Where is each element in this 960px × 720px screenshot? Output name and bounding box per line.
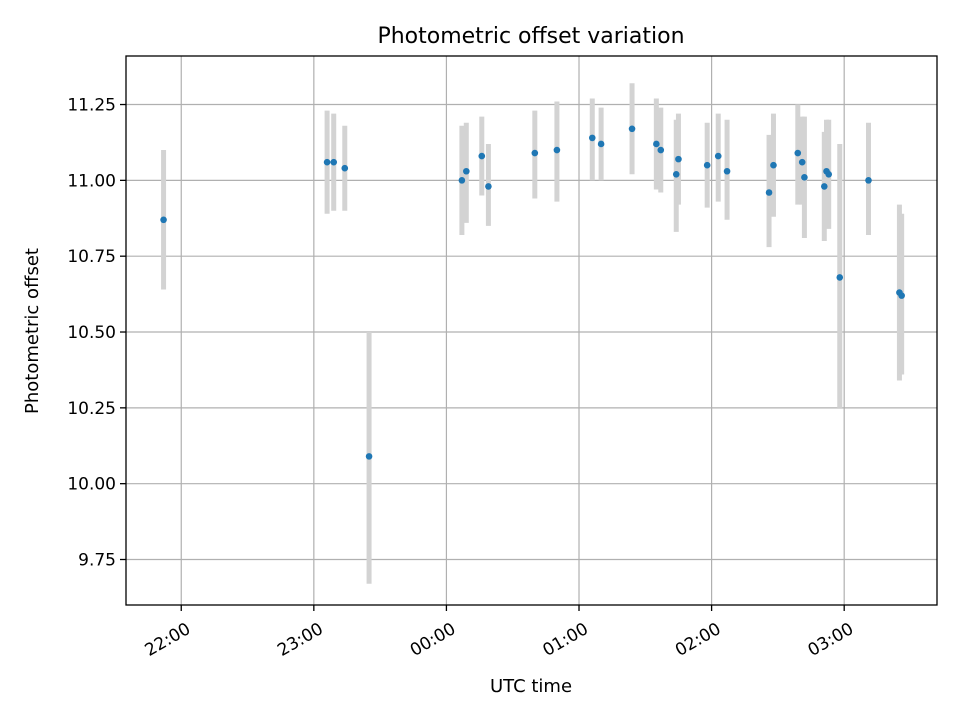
data-point — [798, 158, 806, 166]
x-axis-label: UTC time — [490, 676, 572, 697]
y-tick-label: 10.25 — [67, 399, 116, 419]
data-point — [330, 158, 338, 166]
data-point — [836, 274, 844, 281]
x-tick-label: 03:00 — [805, 619, 857, 661]
y-tick-label: 11.25 — [67, 96, 116, 116]
x-tick-label: 00:00 — [407, 619, 459, 661]
chart-title: Photometric offset variation — [377, 24, 684, 49]
data-point — [657, 146, 665, 154]
data-point — [714, 152, 722, 160]
x-tick-label: 23:00 — [274, 619, 326, 661]
data-point — [597, 140, 605, 148]
data-point — [553, 146, 561, 154]
x-tick-label: 01:00 — [539, 619, 591, 661]
data-point — [160, 216, 167, 224]
errorbar-layer — [161, 83, 905, 584]
data-point — [820, 183, 828, 190]
point-layer — [160, 125, 905, 460]
y-axis-label: Photometric offset — [22, 248, 43, 414]
data-point — [801, 174, 808, 181]
data-point — [672, 170, 680, 178]
data-point — [478, 152, 486, 160]
y-tick-label: 10.75 — [67, 247, 116, 267]
grid-layer — [126, 56, 937, 605]
data-point — [323, 158, 331, 166]
y-tick-label: 10.00 — [67, 475, 116, 495]
y-tick-label: 11.00 — [67, 171, 116, 191]
data-point — [703, 161, 711, 169]
data-point — [485, 183, 492, 190]
data-point — [531, 149, 539, 157]
data-point — [365, 453, 373, 460]
data-point — [628, 125, 636, 133]
data-point — [898, 292, 905, 299]
data-point — [463, 167, 470, 175]
data-point — [765, 189, 773, 196]
data-point — [723, 167, 731, 175]
data-point — [794, 149, 802, 157]
data-point — [588, 134, 596, 142]
x-tick-label: 02:00 — [672, 619, 724, 661]
data-point — [458, 177, 466, 184]
data-point — [770, 161, 777, 169]
data-point — [341, 164, 349, 172]
data-point — [675, 155, 682, 163]
data-point — [653, 140, 660, 148]
data-point — [825, 170, 833, 178]
y-tick-label: 10.50 — [67, 323, 116, 343]
data-point — [865, 177, 872, 184]
y-tick-label: 9.75 — [78, 551, 116, 571]
x-tick-label: 22:00 — [142, 619, 194, 661]
plot-frame — [125, 55, 938, 606]
